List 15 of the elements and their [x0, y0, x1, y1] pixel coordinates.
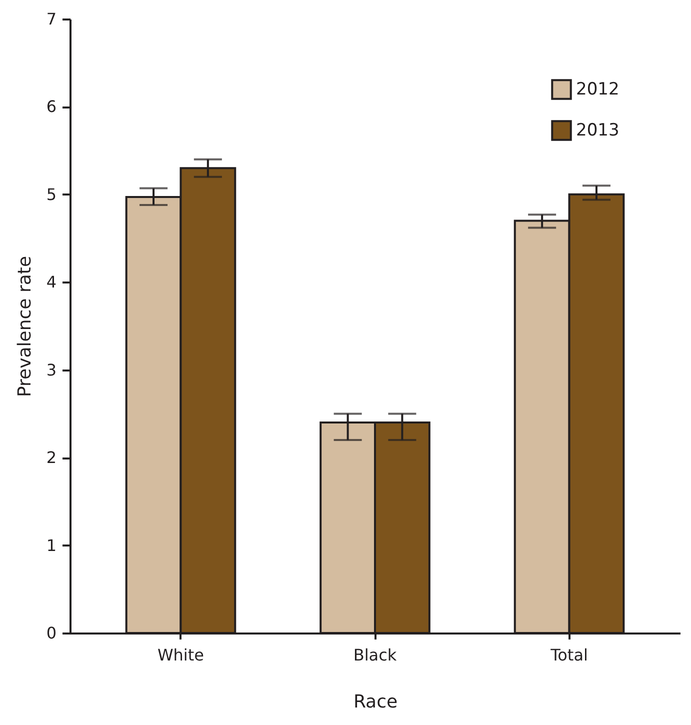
y-tick-label: 7: [46, 10, 56, 28]
y-tick-label: 1: [46, 536, 56, 555]
legend-label: 2013: [576, 120, 620, 140]
y-tick-label: 0: [46, 624, 56, 642]
y-tick-label: 4: [46, 272, 56, 292]
x-axis-title: Race: [353, 692, 398, 712]
y-axis-title: Prevalence rate: [14, 256, 36, 398]
y-tick-label: 5: [46, 184, 56, 204]
y-tick-label: 6: [46, 97, 56, 116]
y-tick-label: 3: [46, 360, 56, 380]
x-tick-label: Total: [550, 646, 588, 664]
x-tick-label: White: [157, 646, 204, 664]
legend-label: 2012: [576, 80, 620, 100]
y-tick-label: 2: [46, 448, 56, 468]
x-tick-label: Black: [353, 646, 398, 664]
